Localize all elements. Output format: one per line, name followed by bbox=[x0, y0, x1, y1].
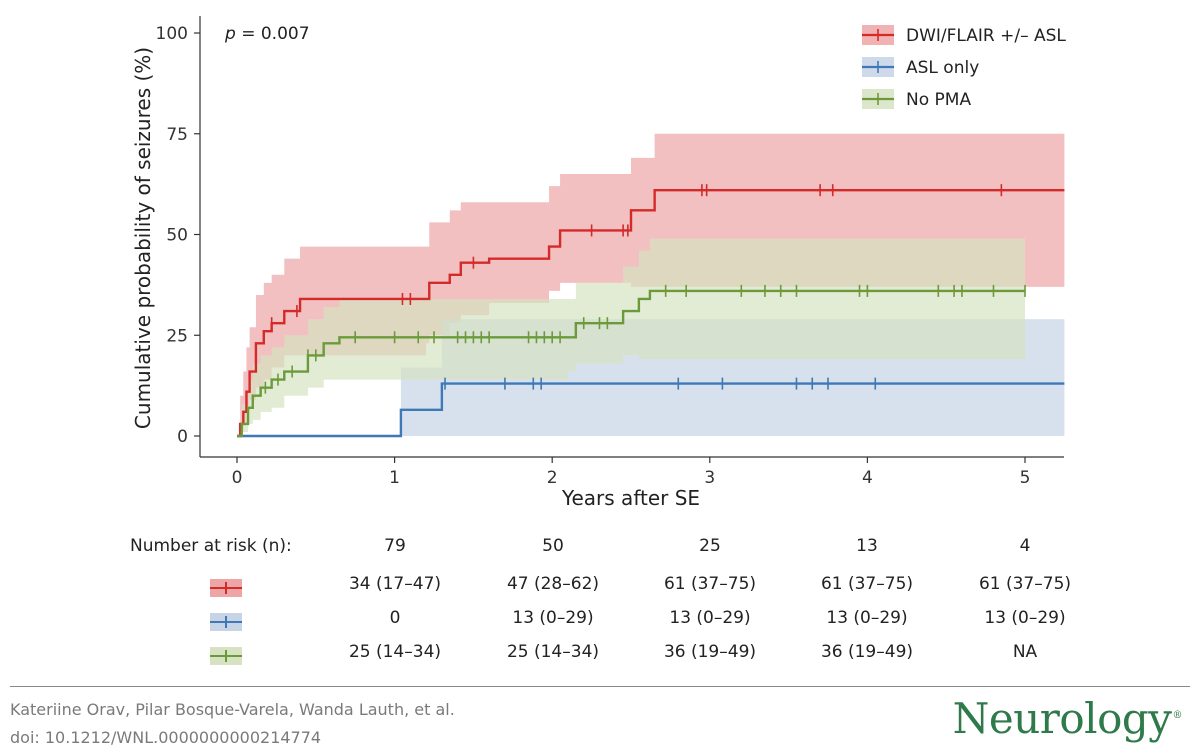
risk-header-label: Number at risk (n): bbox=[130, 536, 292, 556]
registered-mark: ® bbox=[1172, 710, 1183, 721]
x-tick-label: 1 bbox=[389, 468, 400, 488]
journal-logo-text: Neurology bbox=[952, 694, 1172, 743]
at-risk-value: 50 bbox=[542, 536, 564, 556]
y-tick-label: 75 bbox=[166, 125, 188, 145]
risk-row-nopma: 25 (14–34) 25 (14–34) 36 (19–49) 36 (19–… bbox=[0, 642, 1200, 672]
p-value-annotation: p = 0.007 bbox=[224, 24, 310, 44]
risk-row-asl: 0 13 (0–29) 13 (0–29) 13 (0–29) 13 (0–29… bbox=[0, 608, 1200, 638]
asl-curve bbox=[237, 382, 1065, 438]
risk-cell: 13 (0–29) bbox=[669, 608, 751, 628]
legend-label: No PMA bbox=[906, 90, 971, 110]
x-tick-label: 2 bbox=[547, 468, 558, 488]
confidence-bands bbox=[237, 133, 1065, 436]
risk-cell: 61 (37–75) bbox=[820, 574, 914, 594]
risk-cell: 36 (19–49) bbox=[663, 642, 757, 662]
p-value-text: = 0.007 bbox=[236, 24, 310, 44]
risk-cell: NA bbox=[1012, 642, 1038, 662]
y-tick-label: 100 bbox=[156, 24, 188, 44]
risk-cell: 13 (0–29) bbox=[984, 608, 1066, 628]
x-tick-label: 4 bbox=[862, 468, 873, 488]
y-ticks: 0 25 50 75 100 bbox=[156, 24, 200, 447]
risk-cell: 0 bbox=[389, 608, 401, 628]
x-tick-label: 5 bbox=[1020, 468, 1031, 488]
at-risk-value: 13 bbox=[856, 536, 878, 556]
risk-cell: 13 (0–29) bbox=[826, 608, 908, 628]
footer-divider bbox=[10, 686, 1190, 687]
nopma-key-icon bbox=[210, 647, 242, 665]
risk-row-dwi: 34 (17–47) 47 (28–62) 61 (37–75) 61 (37–… bbox=[0, 574, 1200, 604]
at-risk-value: 79 bbox=[384, 536, 406, 556]
risk-cell: 61 (37–75) bbox=[663, 574, 757, 594]
km-chart: 0 25 50 75 100 0 1 2 3 4 5 Cumulative probability… bbox=[131, 16, 1066, 510]
x-tick-label: 0 bbox=[232, 468, 243, 488]
dwi-curve bbox=[237, 188, 1065, 438]
y-axis-title: Cumulative probability of seizures (%) bbox=[131, 47, 155, 429]
dwi-key-icon bbox=[210, 579, 242, 597]
at-risk-value: 25 bbox=[699, 536, 721, 556]
at-risk-value: 4 bbox=[1019, 536, 1031, 556]
legend: DWI/FLAIR +/– ASL ASL only No PMA bbox=[862, 25, 1066, 110]
censor-marks bbox=[264, 184, 1026, 394]
nopma-ci-band bbox=[237, 238, 1025, 436]
x-ticks: 0 1 2 3 4 5 bbox=[232, 457, 1031, 488]
x-tick-label: 3 bbox=[704, 468, 715, 488]
legend-label: ASL only bbox=[906, 58, 979, 78]
x-axis-title: Years after SE bbox=[561, 486, 700, 510]
risk-cell: 47 (28–62) bbox=[506, 574, 600, 594]
risk-cell: 34 (17–47) bbox=[348, 574, 442, 594]
footer-authors: Kateriine Orav, Pilar Bosque-Varela, Wan… bbox=[10, 700, 455, 719]
risk-cell: 13 (0–29) bbox=[512, 608, 594, 628]
journal-logo: Neurology® bbox=[952, 694, 1183, 743]
axes bbox=[199, 16, 1064, 458]
legend-label: DWI/FLAIR +/– ASL bbox=[906, 26, 1066, 46]
y-tick-label: 25 bbox=[166, 326, 188, 346]
risk-cell: 25 (14–34) bbox=[506, 642, 600, 662]
p-value-symbol: p bbox=[224, 24, 236, 44]
y-tick-label: 0 bbox=[177, 427, 188, 447]
y-tick-label: 50 bbox=[166, 226, 188, 246]
risk-header-row: Number at risk (n): 79 50 25 13 4 bbox=[0, 536, 1200, 566]
risk-cell: 36 (19–49) bbox=[820, 642, 914, 662]
risk-cell: 25 (14–34) bbox=[348, 642, 442, 662]
asl-key-icon bbox=[210, 613, 242, 631]
risk-cell: 61 (37–75) bbox=[978, 574, 1072, 594]
footer-doi: doi: 10.1212/WNL.0000000000214774 bbox=[10, 728, 322, 747]
